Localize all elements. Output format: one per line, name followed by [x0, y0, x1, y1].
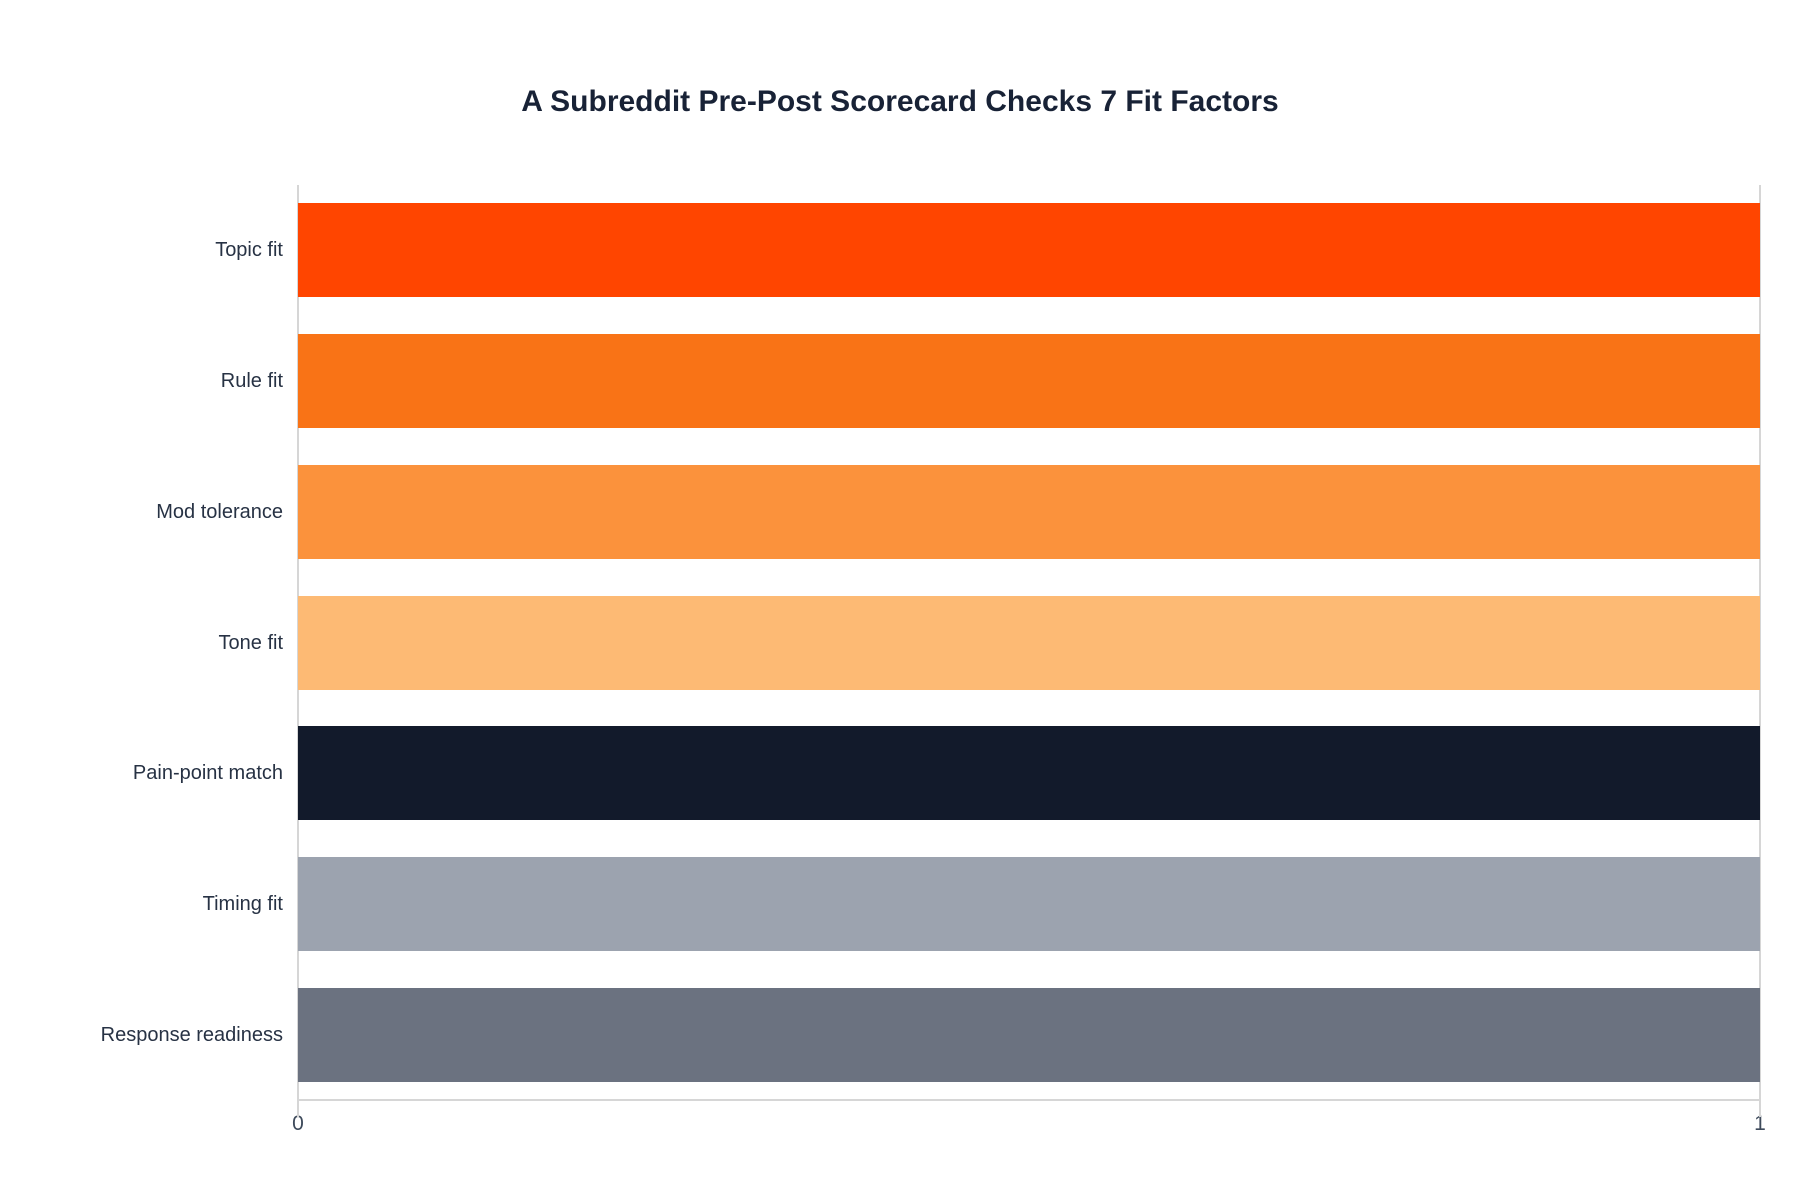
category-label: Tone fit: [218, 631, 283, 654]
bar: [298, 726, 1760, 821]
bar: [298, 856, 1760, 951]
category-label: Rule fit: [220, 370, 283, 393]
category-label: Pain-point match: [132, 762, 283, 785]
bar: [298, 334, 1760, 429]
x-tick-label-0: 0: [292, 1112, 304, 1135]
category-label: Timing fit: [202, 892, 283, 915]
chart-title: A Subreddit Pre-Post Scorecard Checks 7 …: [521, 85, 1279, 118]
bar: [298, 987, 1760, 1082]
bar: [298, 203, 1760, 298]
category-label: Mod tolerance: [156, 500, 283, 523]
gridline-x-1: [1759, 185, 1761, 1117]
category-label: Response readiness: [100, 1023, 283, 1046]
bar: [298, 595, 1760, 690]
x-axis-line: [297, 1099, 1761, 1101]
x-tick-label-1: 1: [1754, 1112, 1766, 1135]
category-label: Topic fit: [215, 239, 283, 262]
bar: [298, 464, 1760, 559]
